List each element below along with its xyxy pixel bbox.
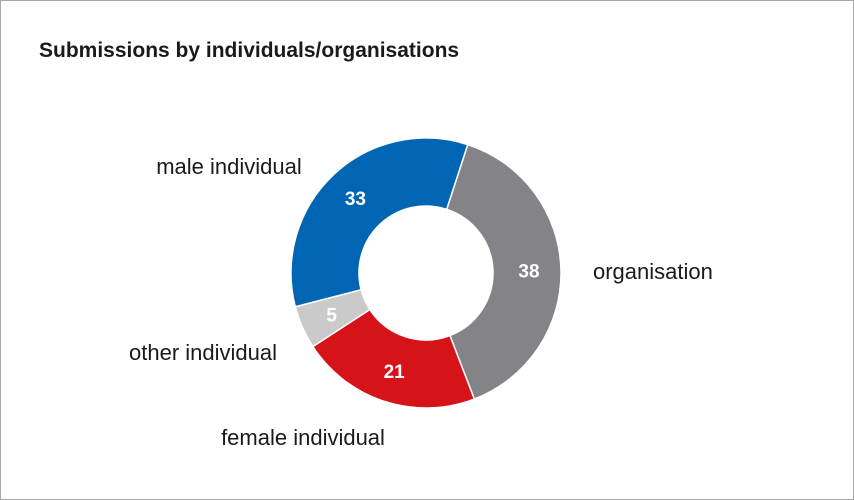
- slices: [290, 137, 562, 409]
- category-labels: organisation female individual other indiv…: [129, 154, 713, 450]
- category-label-female-individual: female individual: [221, 425, 385, 450]
- slice-male-individual: [290, 137, 469, 308]
- value-label-male-individual: 33: [345, 189, 366, 210]
- slice-female-individual: [311, 308, 476, 409]
- category-label-male-individual: male individual: [156, 154, 302, 179]
- category-label-other-individual: other individual: [129, 340, 277, 365]
- slice-organisation: [445, 143, 562, 401]
- value-label-other-individual: 5: [326, 305, 337, 326]
- value-label-organisation: 38: [518, 261, 539, 282]
- chart-title: Submissions by individuals/organisations: [39, 39, 460, 62]
- category-label-organisation: organisation: [593, 259, 713, 284]
- value-label-female-individual: 21: [384, 362, 406, 383]
- value-labels: 38 21 5 33: [326, 189, 539, 383]
